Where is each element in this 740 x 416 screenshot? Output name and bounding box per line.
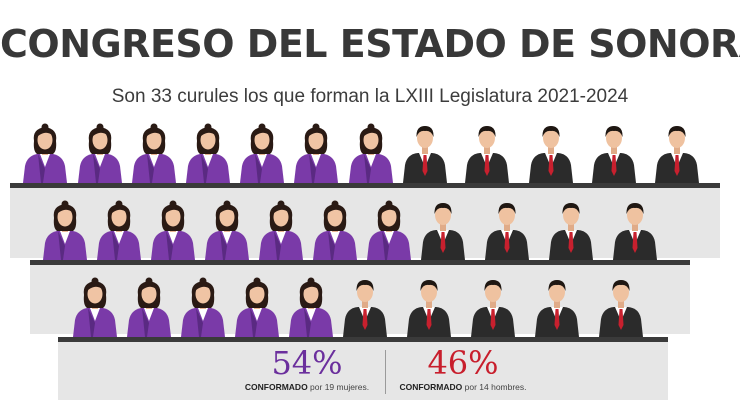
woman-legislator-icon bbox=[237, 121, 287, 183]
woman-legislator-icon bbox=[232, 275, 282, 337]
man-legislator-icon bbox=[340, 275, 390, 337]
man-legislator-icon bbox=[404, 275, 454, 337]
men-percent: 46% bbox=[427, 344, 499, 382]
woman-legislator-icon bbox=[346, 121, 396, 183]
woman-legislator-icon bbox=[286, 275, 336, 337]
page-subtitle: Son 33 curules los que forman la LXIII L… bbox=[111, 86, 629, 107]
page-title: CONGRESO DEL ESTADO DE SONORA bbox=[0, 22, 740, 66]
man-legislator-icon bbox=[596, 275, 646, 337]
stats-panel: 54% CONFORMADO por 19 mujeres. 46% CONFO… bbox=[232, 344, 538, 398]
woman-legislator-icon bbox=[40, 198, 90, 260]
chamber-row-2-desk bbox=[30, 260, 690, 265]
men-caption: CONFORMADO por 14 hombres. bbox=[388, 382, 538, 392]
man-legislator-icon bbox=[589, 121, 639, 183]
woman-legislator-icon bbox=[148, 198, 198, 260]
woman-legislator-icon bbox=[202, 198, 252, 260]
woman-legislator-icon bbox=[129, 121, 179, 183]
man-legislator-icon bbox=[610, 198, 660, 260]
women-caption-rest: por 19 mujeres. bbox=[307, 382, 370, 392]
woman-legislator-icon bbox=[310, 198, 360, 260]
stats-divider bbox=[385, 350, 386, 394]
woman-legislator-icon bbox=[124, 275, 174, 337]
woman-legislator-icon bbox=[20, 121, 70, 183]
man-legislator-icon bbox=[532, 275, 582, 337]
men-caption-rest: por 14 hombres. bbox=[462, 382, 527, 392]
man-legislator-icon bbox=[400, 121, 450, 183]
woman-legislator-icon bbox=[75, 121, 125, 183]
woman-legislator-icon bbox=[183, 121, 233, 183]
woman-legislator-icon bbox=[70, 275, 120, 337]
chamber-row-1-desk bbox=[10, 183, 720, 188]
women-percent: 54% bbox=[271, 344, 343, 382]
woman-legislator-icon bbox=[364, 198, 414, 260]
women-caption-bold: CONFORMADO bbox=[244, 382, 308, 392]
man-legislator-icon bbox=[482, 198, 532, 260]
man-legislator-icon bbox=[526, 121, 576, 183]
man-legislator-icon bbox=[546, 198, 596, 260]
women-caption: CONFORMADO por 19 mujeres. bbox=[232, 382, 382, 392]
chamber-row-3-stage bbox=[58, 337, 668, 400]
man-legislator-icon bbox=[418, 198, 468, 260]
man-legislator-icon bbox=[652, 121, 702, 183]
man-legislator-icon bbox=[462, 121, 512, 183]
woman-legislator-icon bbox=[256, 198, 306, 260]
men-caption-bold: CONFORMADO bbox=[399, 382, 463, 392]
woman-legislator-icon bbox=[291, 121, 341, 183]
women-stat: 54% CONFORMADO por 19 mujeres. bbox=[232, 346, 382, 392]
chamber-row-3-desk bbox=[58, 337, 668, 342]
man-legislator-icon bbox=[468, 275, 518, 337]
woman-legislator-icon bbox=[178, 275, 228, 337]
men-stat: 46% CONFORMADO por 14 hombres. bbox=[388, 346, 538, 392]
woman-legislator-icon bbox=[94, 198, 144, 260]
